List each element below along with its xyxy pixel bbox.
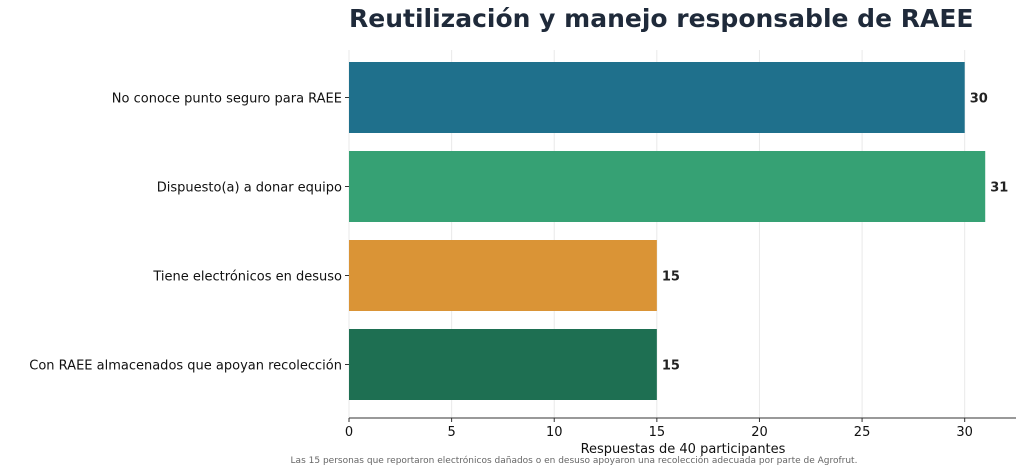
category-labels: No conoce punto seguro para RAEE Dispuest… — [29, 92, 349, 374]
bars — [349, 62, 986, 400]
x-tick-label-1: 5 — [447, 425, 455, 440]
x-tick-label-5: 25 — [854, 425, 871, 440]
value-labels: 30 31 15 15 — [662, 92, 1008, 374]
x-tick-label-4: 20 — [751, 425, 768, 440]
chart-footnote: Las 15 personas que reportaron electróni… — [291, 455, 858, 466]
bar-0 — [349, 62, 965, 133]
x-axis: 0 5 10 15 20 25 30 — [345, 417, 1016, 440]
category-label-2: Tiene electrónicos en desuso — [152, 270, 342, 285]
bar-3 — [349, 329, 657, 400]
bar-2 — [349, 240, 657, 311]
chart-title: Reutilización y manejo responsable de RA… — [349, 4, 974, 33]
category-label-0: No conoce punto seguro para RAEE — [112, 92, 342, 107]
bar-1 — [349, 151, 986, 222]
x-tick-label-3: 15 — [649, 425, 666, 440]
x-tick-label-6: 30 — [956, 425, 973, 440]
value-label-3: 15 — [662, 359, 680, 374]
value-label-0: 30 — [970, 92, 988, 107]
x-tick-label-2: 10 — [546, 425, 563, 440]
value-label-1: 31 — [990, 181, 1008, 196]
category-label-1: Dispuesto(a) a donar equipo — [157, 181, 342, 196]
category-label-3: Con RAEE almacenados que apoyan recolecc… — [29, 359, 342, 374]
value-label-2: 15 — [662, 270, 680, 285]
x-tick-label-0: 0 — [345, 425, 353, 440]
x-axis-label: Respuestas de 40 participantes — [581, 442, 786, 457]
